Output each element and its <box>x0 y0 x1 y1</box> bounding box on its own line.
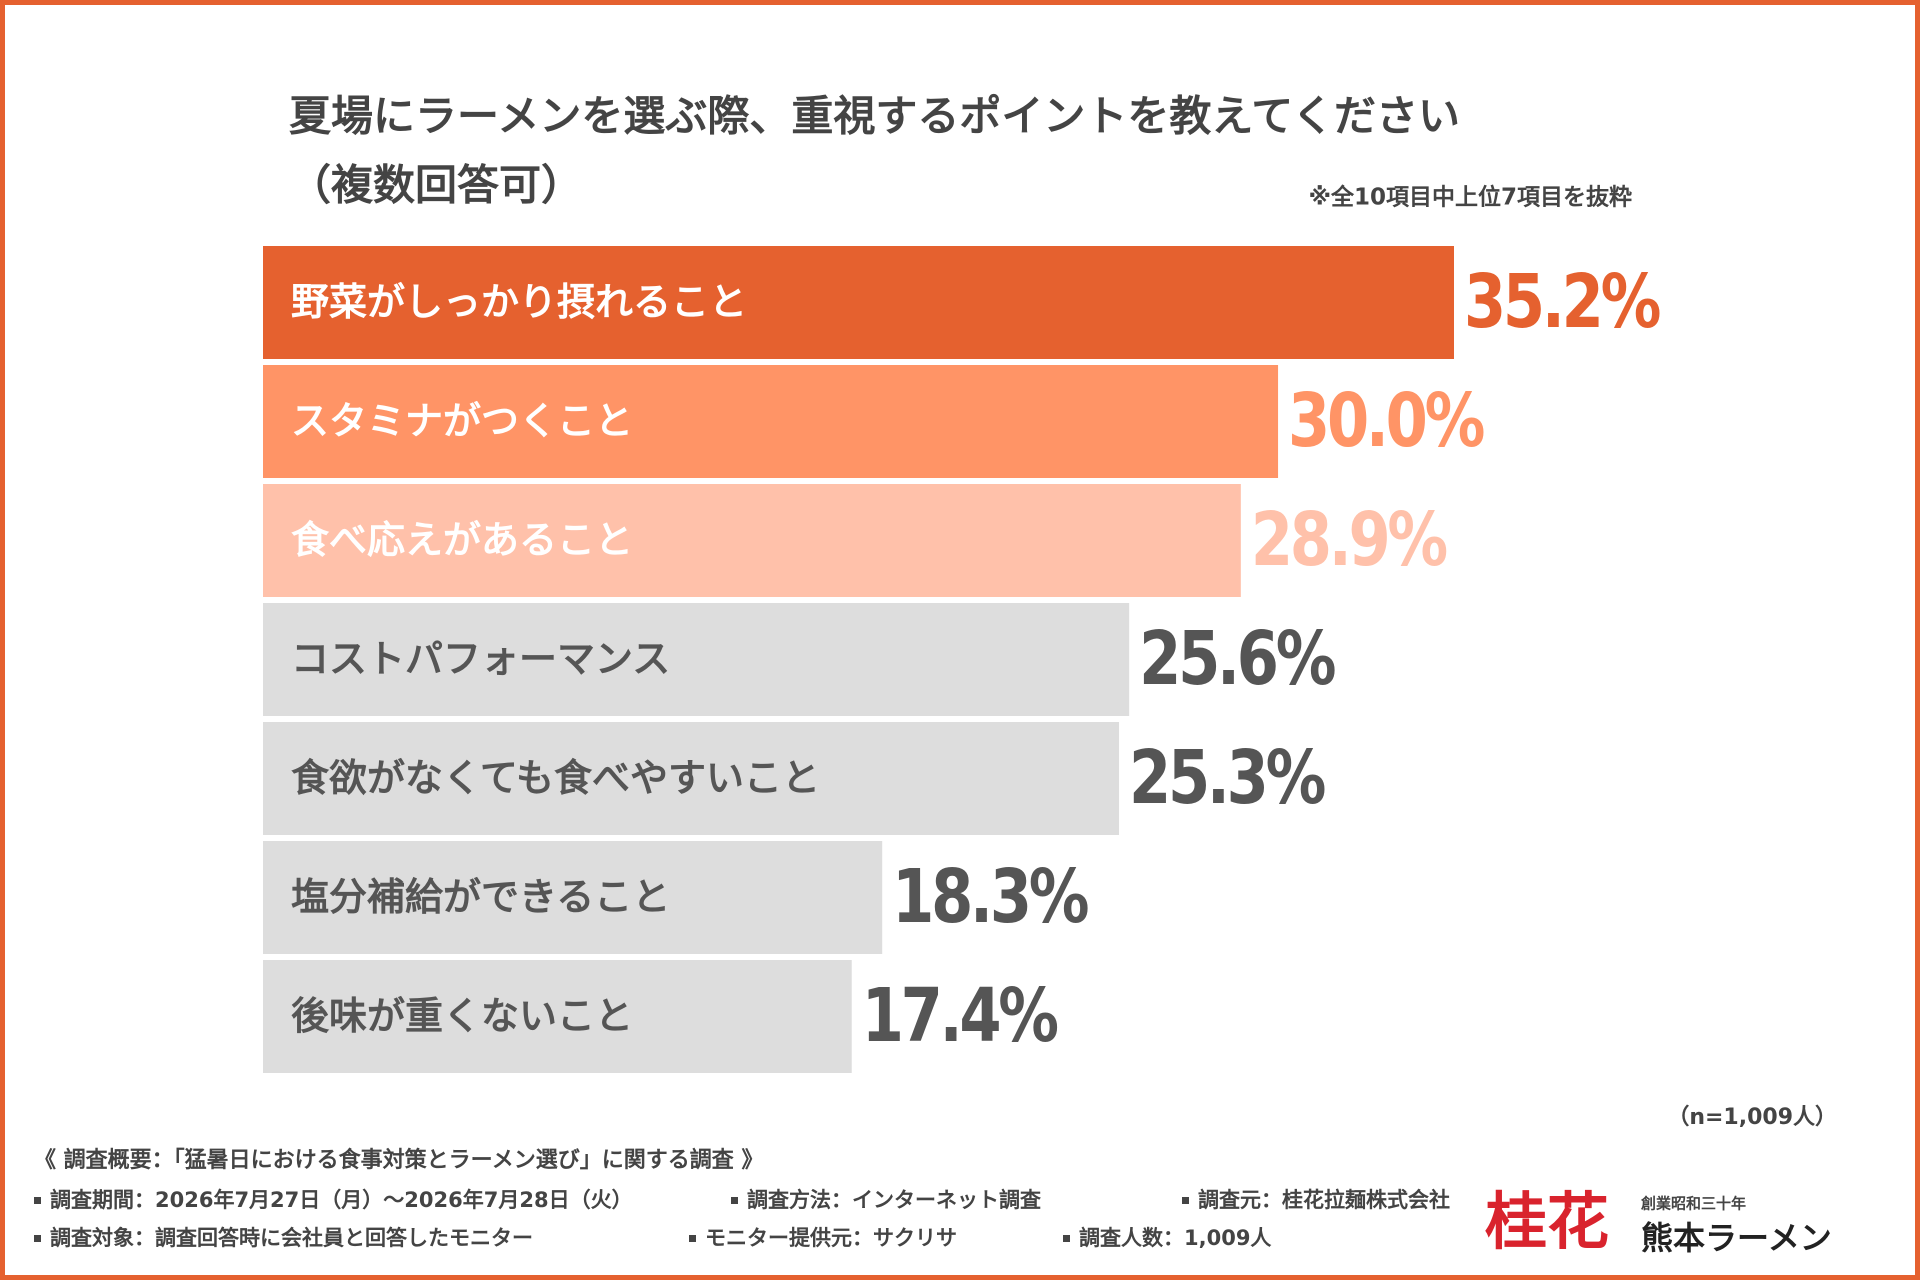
category-label: スタミナがつくこと <box>291 399 633 443</box>
footer-items: 調査期間：2026年7月27日（月）〜2026年7月28日（火） 調査方法：インタ… <box>34 1188 1450 1250</box>
value-label: 30.0% <box>1288 377 1484 463</box>
bar <box>263 603 1130 716</box>
category-label: コストパフォーマンス <box>291 637 670 681</box>
footer-item: 調査人数：1,009人 <box>1079 1226 1271 1250</box>
chart-title: 夏場にラーメンを選ぶ際、重視するポイントを教えてください <box>289 92 1460 141</box>
logo-name: 熊本ラーメン <box>1641 1219 1832 1257</box>
bullet <box>689 1235 696 1242</box>
chart-note: ※全10項目中上位7項目を抜粋 <box>1309 184 1632 211</box>
value-label: 25.6% <box>1139 615 1335 701</box>
category-label: 後味が重くないこと <box>291 994 633 1038</box>
category-label: 塩分補給ができること <box>291 875 670 919</box>
bullet <box>1182 1197 1189 1204</box>
value-label: 35.2% <box>1464 258 1660 344</box>
bar <box>263 246 1454 359</box>
bar <box>263 365 1279 478</box>
footer-item: 調査方法：インターネット調査 <box>747 1188 1041 1212</box>
chart-subtitle: （複数回答可） <box>289 161 583 210</box>
value-label: 28.9% <box>1251 496 1447 582</box>
logo-brand: 桂花 <box>1485 1185 1609 1258</box>
value-label: 25.3% <box>1129 734 1325 820</box>
value-label: 17.4% <box>862 972 1058 1058</box>
logo-tagline: 創業昭和三十年 <box>1640 1195 1746 1213</box>
value-label: 18.3% <box>892 853 1088 939</box>
sample-size: （n=1,009人） <box>1667 1105 1837 1130</box>
bar <box>263 722 1120 835</box>
footer-item: 調査元：桂花拉麺株式会社 <box>1198 1188 1450 1212</box>
bar <box>263 484 1241 597</box>
footer-item: 調査期間：2026年7月27日（月）〜2026年7月28日（火） <box>50 1188 633 1212</box>
category-label: 食べ応えがあること <box>291 518 633 562</box>
category-label: 野菜がしっかり摂れること <box>291 280 747 324</box>
bullet <box>34 1235 41 1242</box>
bullet <box>34 1197 41 1204</box>
category-label: 食欲がなくても食べやすいこと <box>291 756 820 800</box>
bullet <box>1063 1235 1070 1242</box>
footer-item: 調査対象：調査回答時に会社員と回答したモニター <box>50 1226 533 1250</box>
bullet <box>731 1197 738 1204</box>
bar <box>263 960 852 1073</box>
footer-item: モニター提供元：サクリサ <box>705 1226 957 1250</box>
footer-heading: 《 調査概要：「猛暑日における食事対策とラーメン選び」に関する調査 》 <box>34 1147 763 1173</box>
bar <box>263 841 883 954</box>
